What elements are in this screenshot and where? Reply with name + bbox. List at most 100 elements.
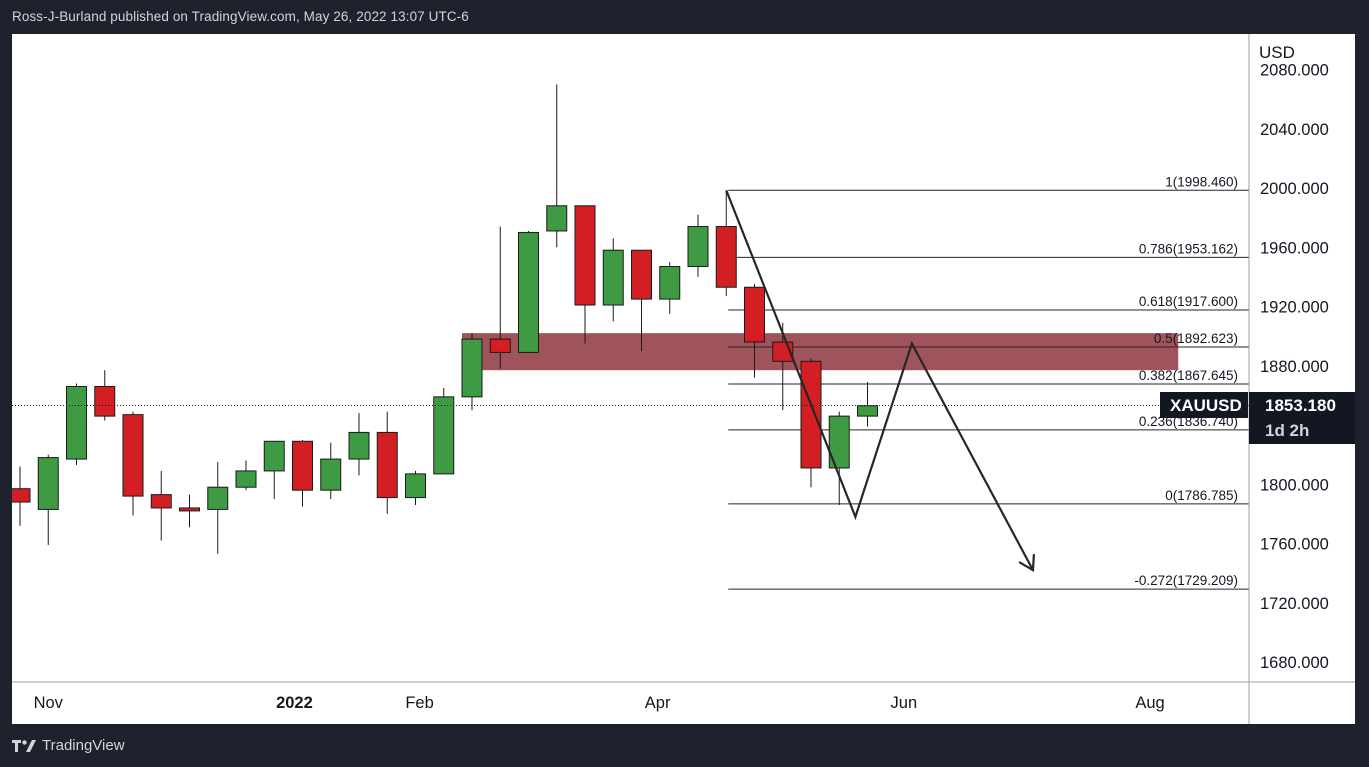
- time-axis[interactable]: Nov 2022 Feb Apr Jun Aug: [34, 694, 1165, 712]
- candle[interactable]: [489, 226, 511, 369]
- candle[interactable]: [687, 214, 709, 277]
- candle-body-down: [489, 338, 511, 353]
- candle-body-up: [461, 338, 483, 398]
- candle[interactable]: [235, 460, 257, 491]
- candle-body-down: [376, 431, 398, 499]
- price-badge-bg: [1249, 392, 1355, 444]
- projection-arrowhead: [1018, 554, 1036, 573]
- time-tick-label: Nov: [34, 694, 64, 712]
- price-axis[interactable]: 1680.0001720.0001760.0001800.0001840.000…: [1260, 62, 1329, 673]
- price-badge-value: 1853.180: [1265, 396, 1336, 415]
- candle-body-down: [631, 249, 652, 300]
- candle-body-up: [687, 226, 709, 268]
- candle-body-up: [433, 396, 455, 475]
- price-tick-label: 1920.000: [1260, 299, 1329, 317]
- fib-level-label: 0.618(1917.600): [1139, 294, 1238, 309]
- candle-body-up: [320, 458, 342, 491]
- candle[interactable]: [405, 470, 426, 505]
- candle[interactable]: [433, 387, 455, 475]
- candle-body-up: [546, 205, 568, 232]
- candle[interactable]: [94, 370, 116, 421]
- publisher-header: Ross-J-Burland published on TradingView.…: [12, 9, 469, 24]
- projection-layer: [725, 189, 1036, 573]
- candle-body-down: [744, 286, 765, 343]
- candle-body-down: [574, 205, 596, 306]
- price-tick-label: 1880.000: [1260, 358, 1329, 376]
- candle-body-down: [94, 385, 116, 417]
- candle[interactable]: [772, 322, 794, 411]
- time-tick-label: Feb: [405, 694, 433, 712]
- price-badge: XAUUSD 1853.180 1d 2h: [1160, 392, 1355, 444]
- candle-body-down: [150, 494, 172, 509]
- symbol-badge-text: XAUUSD: [1170, 396, 1242, 415]
- candle-body-up: [37, 457, 59, 510]
- candle[interactable]: [122, 411, 144, 516]
- candle[interactable]: [461, 333, 483, 411]
- candle-body-up: [207, 486, 229, 510]
- candle-body-down: [12, 488, 31, 503]
- price-badge-countdown: 1d 2h: [1265, 421, 1309, 440]
- candle[interactable]: [546, 84, 568, 248]
- candle-body-up: [659, 266, 681, 300]
- candle-body-up: [857, 405, 878, 417]
- candle-body-up: [518, 231, 539, 353]
- currency-label: USD: [1259, 43, 1295, 62]
- candle[interactable]: [744, 284, 765, 378]
- candle-body-down: [715, 226, 737, 288]
- candle[interactable]: [292, 439, 313, 507]
- time-tick-label: Apr: [645, 694, 671, 712]
- price-tick-label: 2040.000: [1260, 121, 1329, 139]
- candle[interactable]: [12, 466, 31, 526]
- candle-layer[interactable]: [12, 84, 878, 554]
- fib-level-label: 0(1786.785): [1165, 488, 1238, 503]
- price-tick-label: 1680.000: [1260, 654, 1329, 672]
- candle[interactable]: [150, 470, 172, 541]
- candle[interactable]: [518, 230, 539, 353]
- candle-body-up: [828, 415, 850, 469]
- candle[interactable]: [376, 411, 398, 514]
- candle[interactable]: [800, 358, 822, 488]
- candle[interactable]: [715, 190, 737, 297]
- candle-body-up: [405, 473, 426, 499]
- candle[interactable]: [857, 382, 878, 427]
- candle[interactable]: [263, 440, 285, 500]
- price-chart[interactable]: 1(1998.460) 0.786(1953.162) 0.618(1917.600…: [12, 34, 1355, 724]
- candle-body-down: [800, 360, 822, 469]
- time-tick-label: 2022: [276, 694, 313, 712]
- candle[interactable]: [574, 205, 596, 344]
- price-tick-label: 2080.000: [1260, 62, 1329, 80]
- fib-level-label: 0.5(1892.623): [1154, 331, 1238, 346]
- price-tick-label: 1800.000: [1260, 476, 1329, 494]
- candle[interactable]: [659, 262, 681, 314]
- fib-level-label: 0.786(1953.162): [1139, 241, 1238, 256]
- price-tick-label: 1960.000: [1260, 239, 1329, 257]
- footer-brand: TradingView: [42, 737, 125, 754]
- candle-body-up: [235, 470, 257, 488]
- chart-panel[interactable]: 1(1998.460) 0.786(1953.162) 0.618(1917.600…: [12, 34, 1355, 724]
- footer: TradingView: [12, 737, 125, 754]
- candle-body-down: [179, 507, 200, 512]
- tradingview-logo-icon: [12, 739, 38, 753]
- candle[interactable]: [602, 238, 624, 322]
- projection-path: [725, 189, 1034, 571]
- candle-body-down: [292, 440, 313, 491]
- candle[interactable]: [828, 411, 850, 505]
- fib-level-label: 1(1998.460): [1165, 174, 1238, 189]
- candle-body-up: [602, 249, 624, 306]
- candle[interactable]: [207, 462, 229, 554]
- candle[interactable]: [631, 249, 652, 351]
- price-tick-label: 1720.000: [1260, 595, 1329, 613]
- symbol-badge-bg: [1160, 392, 1248, 418]
- fib-level-label: 0.382(1867.645): [1139, 368, 1238, 383]
- candle[interactable]: [348, 413, 370, 476]
- candle-body-up: [263, 440, 285, 472]
- time-tick-label: Aug: [1135, 694, 1164, 712]
- candle[interactable]: [66, 383, 87, 465]
- price-tick-label: 2000.000: [1260, 180, 1329, 198]
- candle[interactable]: [179, 494, 200, 528]
- fib-level-label: -0.272(1729.209): [1134, 573, 1238, 588]
- candle[interactable]: [320, 442, 342, 500]
- candle-body-down: [122, 414, 144, 497]
- time-tick-label: Jun: [891, 694, 918, 712]
- candle[interactable]: [37, 454, 59, 545]
